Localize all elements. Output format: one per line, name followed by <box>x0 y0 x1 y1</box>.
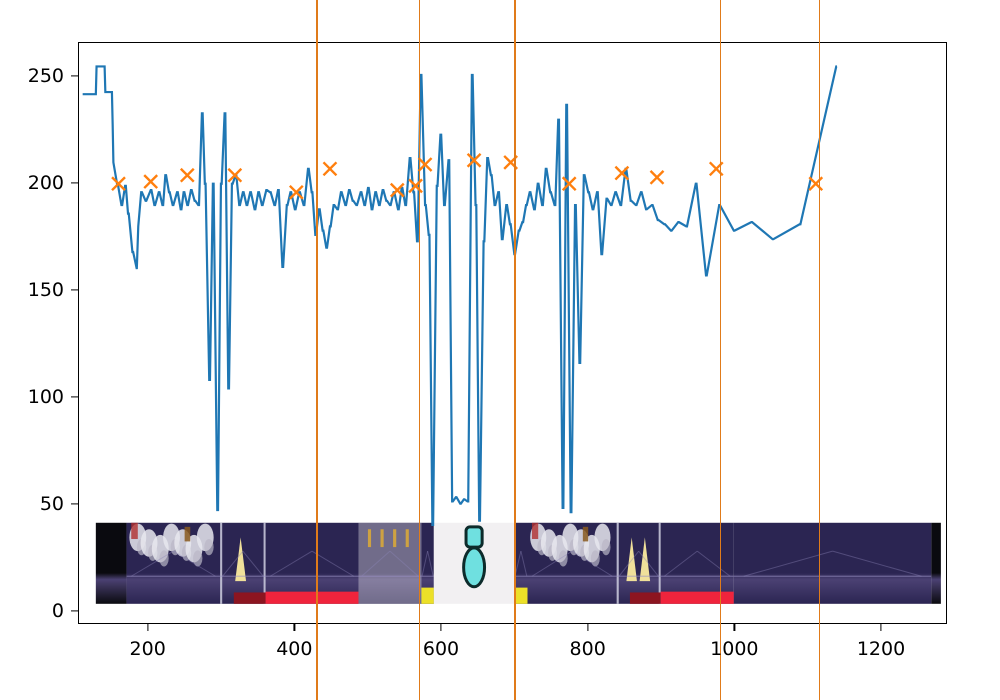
peak-marker <box>808 176 824 192</box>
peak-marker <box>143 174 159 189</box>
y-axis: 0 50 100 150 200 250 <box>0 42 78 624</box>
x-tick-mark <box>587 624 589 631</box>
filmstrip-frame <box>126 522 221 604</box>
x-axis: 200 400 600 800 1000 1200 <box>78 624 947 684</box>
x-tick-label: 200 <box>129 638 166 660</box>
peak-marker <box>417 157 433 172</box>
y-tick-mark <box>71 182 78 184</box>
y-tick-label: 100 <box>27 386 64 409</box>
filmstrip-frame <box>527 522 617 604</box>
filmstrip-frame <box>433 522 515 604</box>
x-tick-mark <box>440 624 442 631</box>
peak-marker <box>708 161 724 177</box>
y-tick-mark <box>71 503 78 505</box>
y-tick-label: 50 <box>39 493 64 516</box>
x-tick-mark <box>147 624 149 631</box>
peak-marker <box>322 161 338 177</box>
x-tick-mark <box>293 624 295 631</box>
peak-marker <box>111 176 126 192</box>
y-tick-label: 0 <box>51 600 64 623</box>
peak-marker <box>288 184 304 200</box>
filmstrip-frame <box>733 522 932 604</box>
x-tick-label: 600 <box>422 638 460 660</box>
filmstrip-frame <box>220 522 266 604</box>
filmstrip-frame <box>421 522 434 604</box>
peak-marker <box>227 167 243 183</box>
filmstrip-frame <box>265 522 359 604</box>
filmstrip-frame <box>514 522 528 604</box>
y-tick-mark <box>71 75 78 77</box>
y-tick-label: 150 <box>27 279 64 302</box>
y-tick-label: 200 <box>27 172 64 195</box>
filmstrip-frame <box>616 522 661 604</box>
signal-line-series <box>82 65 838 527</box>
filmstrip-frame <box>358 522 422 604</box>
y-tick-mark <box>71 396 78 398</box>
y-tick-mark <box>71 610 78 612</box>
x-tick-mark <box>880 624 882 631</box>
peak-marker <box>614 165 630 181</box>
filmstrip-frame <box>95 522 127 604</box>
peak-marker <box>649 170 665 185</box>
x-tick-label: 800 <box>569 638 606 660</box>
x-tick-label: 1000 <box>710 638 759 660</box>
peak-marker <box>561 176 577 192</box>
filmstrip-frame <box>931 522 941 604</box>
video-frame-strip <box>95 522 941 604</box>
peak-marker <box>389 182 405 198</box>
signal-line <box>82 65 838 527</box>
filmstrip-frame <box>660 522 734 604</box>
y-tick-label: 250 <box>27 65 64 88</box>
x-tick-label: 1200 <box>856 638 906 660</box>
y-tick-mark <box>71 289 78 291</box>
peak-marker <box>466 152 482 168</box>
peak-marker <box>503 155 519 170</box>
peak-marker <box>179 167 195 183</box>
x-tick-mark <box>733 624 735 631</box>
peak-marker <box>408 178 423 194</box>
plot-area <box>78 42 947 624</box>
peak-markers-series <box>111 152 824 200</box>
x-tick-label: 400 <box>276 638 313 660</box>
